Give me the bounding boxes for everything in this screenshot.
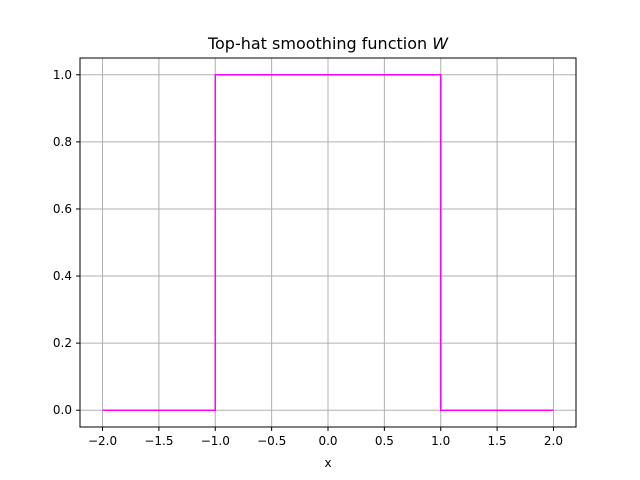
x-axis-label: x [324, 456, 331, 470]
x-tick-label: −2.0 [88, 434, 117, 448]
ticks: −2.0 −1.5 −1.0 −0.5 0.0 0.5 1.0 1.5 2.0 0.0 0.2 0.4… [53, 68, 563, 448]
x-tick-label: −1.5 [144, 434, 173, 448]
x-tick-label: −0.5 [257, 434, 286, 448]
plot-series [102, 74, 554, 411]
chart-title: Top-hat smoothing function W [207, 34, 449, 53]
x-tick-label: 0.5 [375, 434, 394, 448]
y-tick-label: 0.6 [53, 202, 72, 216]
y-tick-label: 0.4 [53, 269, 72, 283]
y-tick-label: 0.0 [53, 403, 72, 417]
y-tick-label: 0.8 [53, 135, 72, 149]
x-tick-label: 2.0 [544, 434, 563, 448]
chart-title-symbol: W [432, 34, 449, 53]
x-tick-label: −1.0 [201, 434, 230, 448]
x-tick-label: 1.5 [488, 434, 507, 448]
y-tick-label: 1.0 [53, 68, 72, 82]
chart-title-text: Top-hat smoothing function [207, 34, 432, 53]
series-line [102, 74, 554, 411]
grid [80, 58, 576, 427]
x-tick-label: 1.0 [431, 434, 450, 448]
y-tick-label: 0.2 [53, 336, 72, 350]
x-tick-label: 0.0 [318, 434, 337, 448]
